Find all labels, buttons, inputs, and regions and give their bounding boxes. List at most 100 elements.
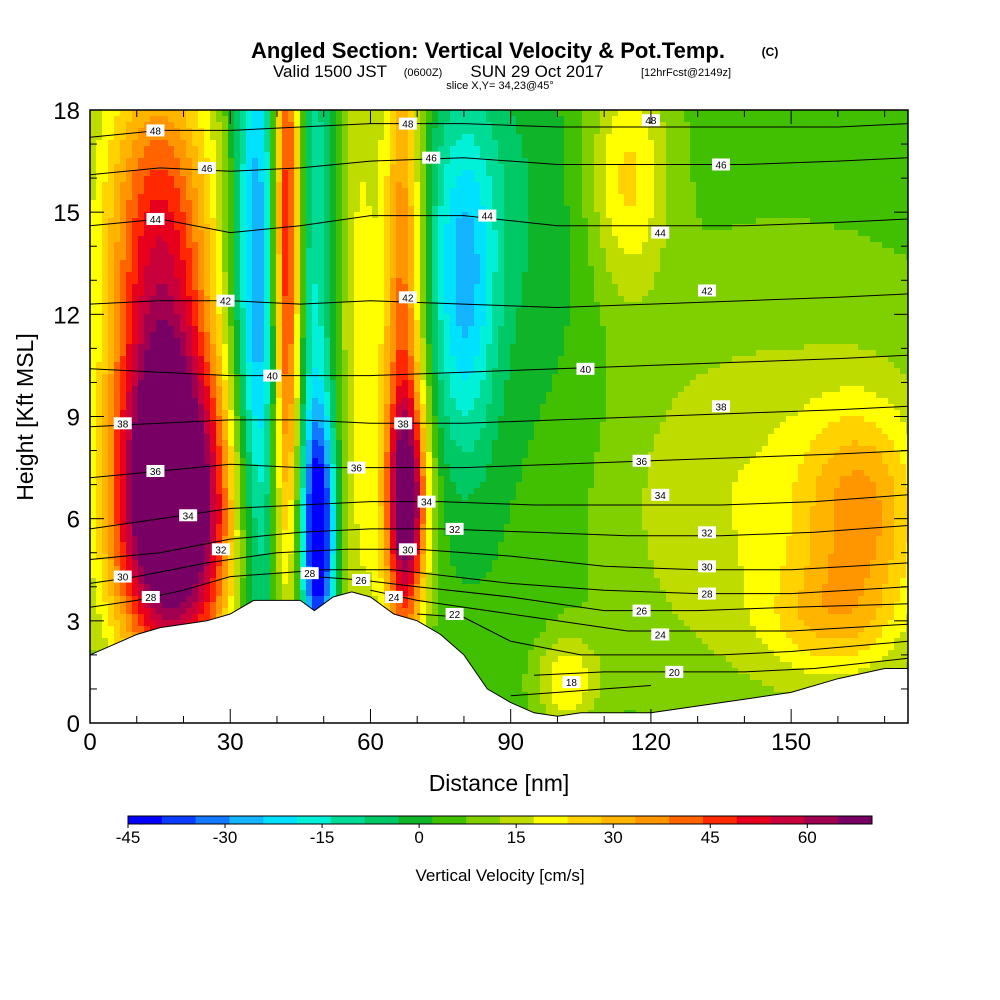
velocity-cell bbox=[312, 440, 319, 447]
velocity-cell bbox=[240, 152, 247, 159]
velocity-cell bbox=[360, 134, 367, 141]
velocity-cell bbox=[258, 500, 265, 507]
velocity-cell bbox=[270, 194, 277, 201]
velocity-cell bbox=[192, 272, 199, 279]
velocity-cell bbox=[288, 536, 295, 543]
velocity-cell bbox=[174, 608, 181, 615]
velocity-cell bbox=[90, 566, 97, 573]
velocity-cell bbox=[210, 230, 217, 237]
velocity-cell bbox=[252, 338, 259, 345]
velocity-cell bbox=[132, 200, 139, 207]
velocity-cell bbox=[306, 200, 313, 207]
velocity-cell bbox=[300, 332, 307, 339]
velocity-cell bbox=[108, 194, 115, 201]
velocity-cell bbox=[300, 482, 307, 489]
velocity-cell bbox=[156, 506, 163, 513]
velocity-cell bbox=[246, 284, 253, 291]
velocity-cell bbox=[204, 482, 211, 489]
velocity-cell bbox=[372, 518, 379, 525]
velocity-cell bbox=[162, 434, 169, 441]
velocity-cell bbox=[312, 230, 319, 237]
velocity-cell bbox=[300, 302, 307, 309]
velocity-cell bbox=[150, 572, 157, 579]
velocity-cell bbox=[108, 152, 115, 159]
velocity-cell bbox=[96, 506, 103, 513]
velocity-cell bbox=[258, 350, 265, 357]
velocity-cell bbox=[192, 386, 199, 393]
velocity-cell bbox=[318, 560, 325, 567]
velocity-cell bbox=[246, 230, 253, 237]
velocity-cell bbox=[336, 440, 343, 447]
velocity-cell bbox=[330, 308, 337, 315]
velocity-cell bbox=[222, 452, 229, 459]
velocity-cell bbox=[234, 290, 241, 297]
velocity-cell bbox=[276, 344, 283, 351]
velocity-cell bbox=[132, 554, 139, 561]
velocity-cell bbox=[318, 524, 325, 531]
velocity-cell bbox=[174, 530, 181, 537]
velocity-cell bbox=[240, 248, 247, 255]
velocity-cell bbox=[150, 602, 157, 609]
velocity-cell bbox=[234, 110, 241, 117]
velocity-cell bbox=[108, 350, 115, 357]
velocity-cell bbox=[174, 272, 181, 279]
velocity-cell bbox=[120, 290, 127, 297]
velocity-cell bbox=[96, 122, 103, 129]
velocity-cell bbox=[132, 140, 139, 147]
velocity-cell bbox=[168, 380, 175, 387]
velocity-cell bbox=[294, 248, 301, 255]
velocity-cell bbox=[360, 356, 367, 363]
velocity-cell bbox=[294, 374, 301, 381]
velocity-cell bbox=[264, 242, 271, 249]
velocity-cell bbox=[342, 206, 349, 213]
velocity-cell bbox=[330, 326, 337, 333]
velocity-cell bbox=[318, 434, 325, 441]
velocity-cell bbox=[114, 344, 121, 351]
velocity-cell bbox=[336, 326, 343, 333]
velocity-cell bbox=[264, 542, 271, 549]
velocity-cell bbox=[108, 524, 115, 531]
velocity-cell bbox=[336, 254, 343, 261]
velocity-cell bbox=[240, 584, 247, 591]
velocity-cell bbox=[168, 476, 175, 483]
velocity-cell bbox=[132, 380, 139, 387]
velocity-cell bbox=[234, 344, 241, 351]
velocity-cell bbox=[96, 260, 103, 267]
velocity-cell bbox=[192, 560, 199, 567]
velocity-cell bbox=[288, 332, 295, 339]
velocity-cell bbox=[234, 182, 241, 189]
velocity-cell bbox=[336, 260, 343, 267]
velocity-cell bbox=[348, 488, 355, 495]
velocity-cell bbox=[372, 410, 379, 417]
velocity-cell bbox=[186, 422, 193, 429]
velocity-cell bbox=[132, 608, 139, 615]
velocity-cell bbox=[336, 356, 343, 363]
velocity-cell bbox=[216, 248, 223, 255]
velocity-cell bbox=[108, 110, 115, 117]
velocity-cell bbox=[156, 248, 163, 255]
velocity-cell bbox=[246, 482, 253, 489]
velocity-cell bbox=[288, 440, 295, 447]
velocity-cell bbox=[312, 416, 319, 423]
velocity-cell bbox=[234, 188, 241, 195]
velocity-cell bbox=[300, 314, 307, 321]
velocity-cell bbox=[132, 338, 139, 345]
velocity-cell bbox=[210, 350, 217, 357]
velocity-cell bbox=[276, 290, 283, 297]
velocity-cell bbox=[114, 530, 121, 537]
velocity-cell bbox=[108, 440, 115, 447]
velocity-cell bbox=[186, 284, 193, 291]
velocity-cell bbox=[114, 494, 121, 501]
velocity-cell bbox=[252, 284, 259, 291]
velocity-cell bbox=[288, 494, 295, 501]
velocity-cell bbox=[252, 584, 259, 591]
velocity-cell bbox=[342, 176, 349, 183]
velocity-cell bbox=[372, 116, 379, 123]
velocity-cell bbox=[246, 320, 253, 327]
velocity-cell bbox=[240, 566, 247, 573]
velocity-cell bbox=[186, 110, 193, 117]
velocity-cell bbox=[132, 188, 139, 195]
velocity-cell bbox=[162, 416, 169, 423]
velocity-cell bbox=[174, 116, 181, 123]
velocity-cell bbox=[276, 332, 283, 339]
